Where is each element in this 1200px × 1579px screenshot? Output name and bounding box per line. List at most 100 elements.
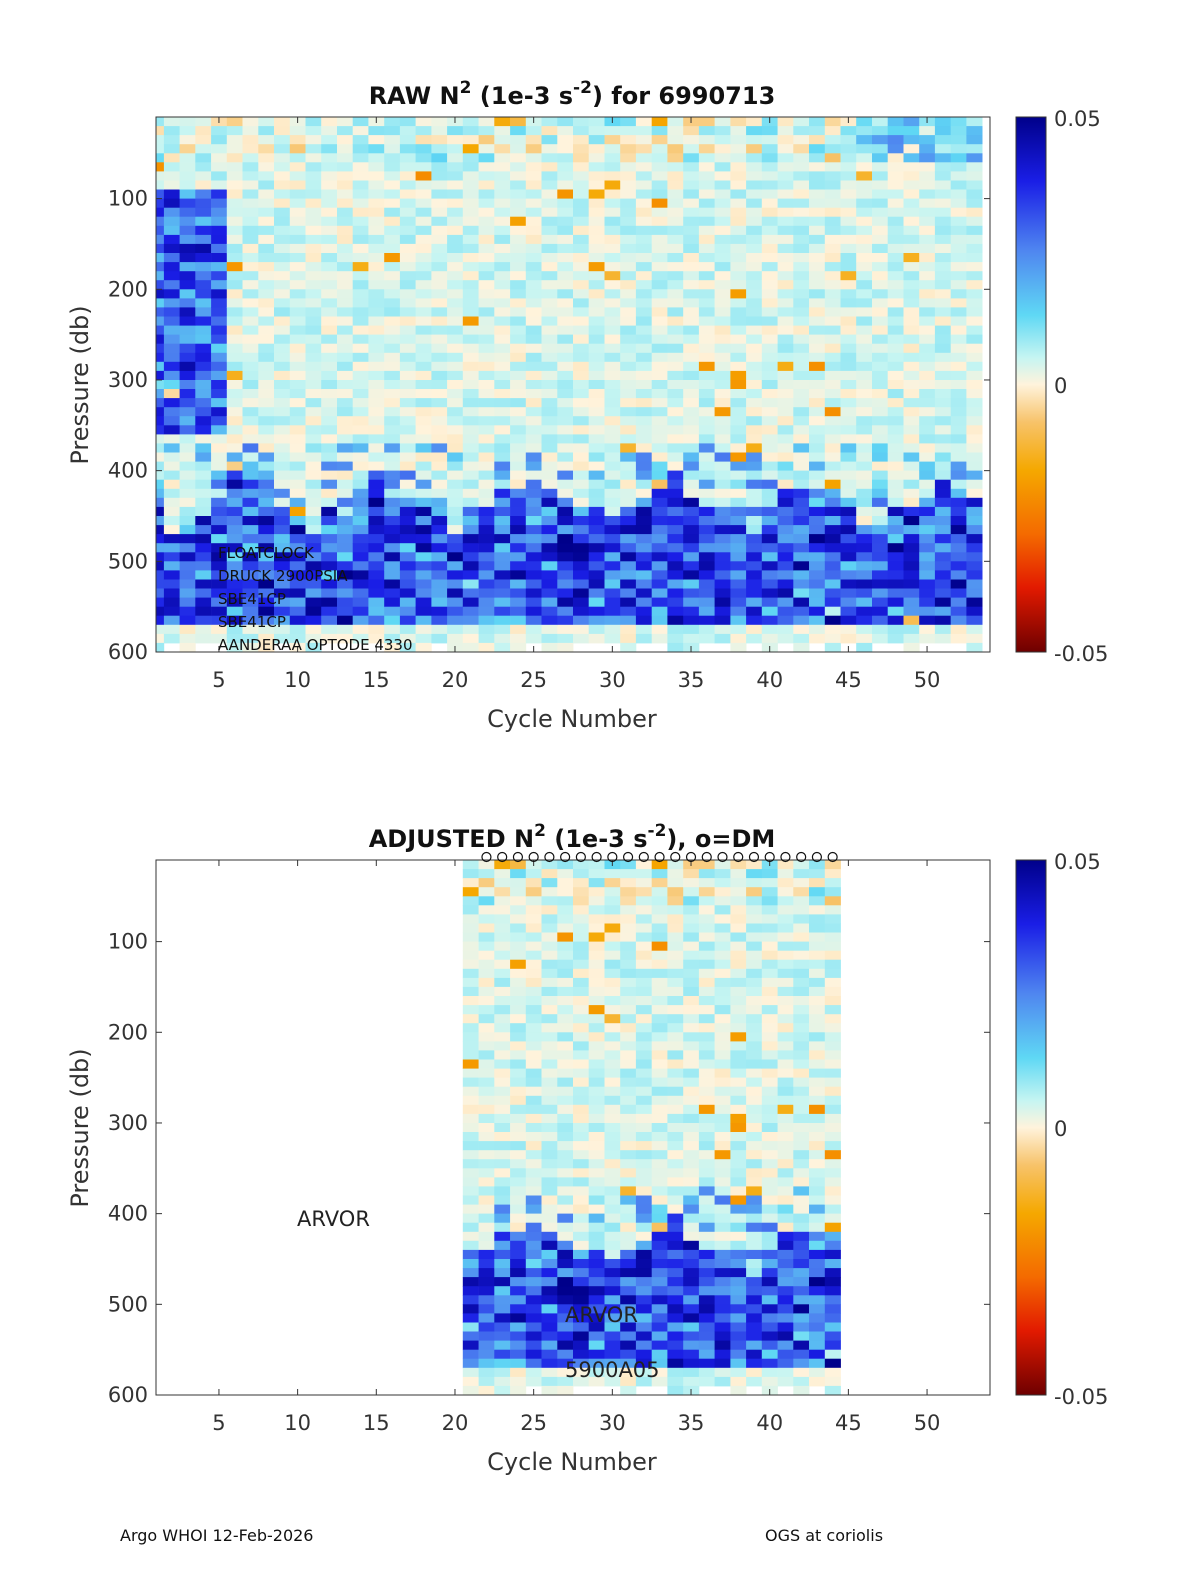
raw-colorbar-gradient <box>1015 116 1047 653</box>
heatmap-cell <box>399 425 416 435</box>
heatmap-cell <box>557 162 574 172</box>
heatmap-cell <box>368 615 385 626</box>
heatmap-cell <box>415 207 432 218</box>
heatmap-cell <box>573 1304 590 1314</box>
heatmap-cell <box>872 461 889 472</box>
heatmap-cell <box>588 180 605 190</box>
heatmap-cell <box>242 389 259 399</box>
heatmap-cell <box>698 443 715 453</box>
heatmap-cell <box>431 479 448 490</box>
heatmap-cell <box>242 316 259 326</box>
heatmap-cell <box>242 153 259 163</box>
heatmap-cell <box>793 1113 810 1124</box>
heatmap-cell <box>746 289 763 299</box>
heatmap-cell <box>305 588 322 598</box>
heatmap-cell <box>604 977 621 988</box>
heatmap-cell <box>156 307 165 317</box>
heatmap-cell <box>651 1086 668 1097</box>
heatmap-cell <box>635 243 652 254</box>
heatmap-cell <box>384 461 401 472</box>
heatmap-cell <box>635 225 652 236</box>
heatmap-cell <box>399 225 416 236</box>
heatmap-cell <box>557 307 574 317</box>
heatmap-cell <box>919 570 936 580</box>
heatmap-cell <box>494 398 511 408</box>
heatmap-cell <box>462 1177 479 1187</box>
heatmap-cell <box>793 1195 810 1205</box>
heatmap-cell <box>856 488 873 499</box>
heatmap-cell <box>777 1032 794 1042</box>
heatmap-cell <box>840 280 857 290</box>
heatmap-cell <box>777 624 794 635</box>
heatmap-cell <box>478 452 495 462</box>
heatmap-cell <box>195 588 212 598</box>
heatmap-cell <box>242 289 259 299</box>
heatmap-cell <box>604 243 621 254</box>
heatmap-cell <box>478 579 495 589</box>
heatmap-cell <box>258 615 275 626</box>
heatmap-cell <box>950 234 967 245</box>
heatmap-cell <box>840 389 857 399</box>
heatmap-cell <box>510 207 527 218</box>
heatmap-cell <box>289 452 306 462</box>
heatmap-cell <box>809 434 826 444</box>
heatmap-cell <box>824 1331 841 1341</box>
heatmap-cell <box>651 516 668 526</box>
heatmap-cell <box>809 914 826 924</box>
heatmap-cell <box>573 579 590 589</box>
heatmap-cell <box>761 243 778 254</box>
heatmap-cell <box>777 968 794 979</box>
heatmap-cell <box>510 1050 527 1060</box>
heatmap-cell <box>966 425 983 435</box>
heatmap-cell <box>494 234 511 245</box>
heatmap-cell <box>761 225 778 236</box>
heatmap-cell <box>368 425 385 435</box>
heatmap-cell <box>667 1268 684 1278</box>
heatmap-cell <box>730 1249 747 1260</box>
heatmap-cell <box>746 298 763 308</box>
heatmap-cell <box>887 588 904 598</box>
heatmap-cell <box>620 1259 637 1269</box>
heatmap-cell <box>462 1240 479 1251</box>
heatmap-cell <box>730 171 747 181</box>
heatmap-cell <box>557 1277 574 1287</box>
heatmap-cell <box>478 606 495 617</box>
heatmap-cell <box>226 316 243 326</box>
heatmap-cell <box>510 552 527 562</box>
heatmap-cell <box>557 561 574 571</box>
heatmap-cell <box>195 343 212 354</box>
heatmap-cell <box>856 633 873 644</box>
heatmap-cell <box>966 153 983 163</box>
heatmap-cell <box>557 416 574 426</box>
heatmap-cell <box>635 1240 652 1251</box>
heatmap-cell <box>824 896 841 906</box>
heatmap-cell <box>242 216 259 227</box>
heatmap-cell <box>494 968 511 979</box>
heatmap-cell <box>447 253 464 263</box>
heatmap-cell <box>478 552 495 562</box>
heatmap-cell <box>179 361 196 372</box>
heatmap-cell <box>761 189 778 199</box>
dm-marker <box>560 851 571 863</box>
heatmap-cell <box>573 633 590 644</box>
heatmap-cell <box>872 588 889 598</box>
heatmap-cell <box>651 407 668 417</box>
heatmap-cell <box>163 225 180 236</box>
heatmap-cell <box>714 425 731 435</box>
heatmap-cell <box>683 216 700 227</box>
heatmap-cell <box>824 923 841 933</box>
heatmap-cell <box>462 198 479 209</box>
heatmap-cell <box>588 1059 605 1069</box>
heatmap-cell <box>588 126 605 136</box>
heatmap-cell <box>934 389 951 399</box>
heatmap-cell <box>494 579 511 589</box>
heatmap-cell <box>934 352 951 363</box>
heatmap-cell <box>824 1177 841 1187</box>
heatmap-cell <box>620 570 637 580</box>
heatmap-cell <box>714 298 731 308</box>
heatmap-cell <box>274 316 291 326</box>
heatmap-cell <box>856 298 873 308</box>
heatmap-cell <box>588 316 605 326</box>
heatmap-cell <box>368 570 385 580</box>
